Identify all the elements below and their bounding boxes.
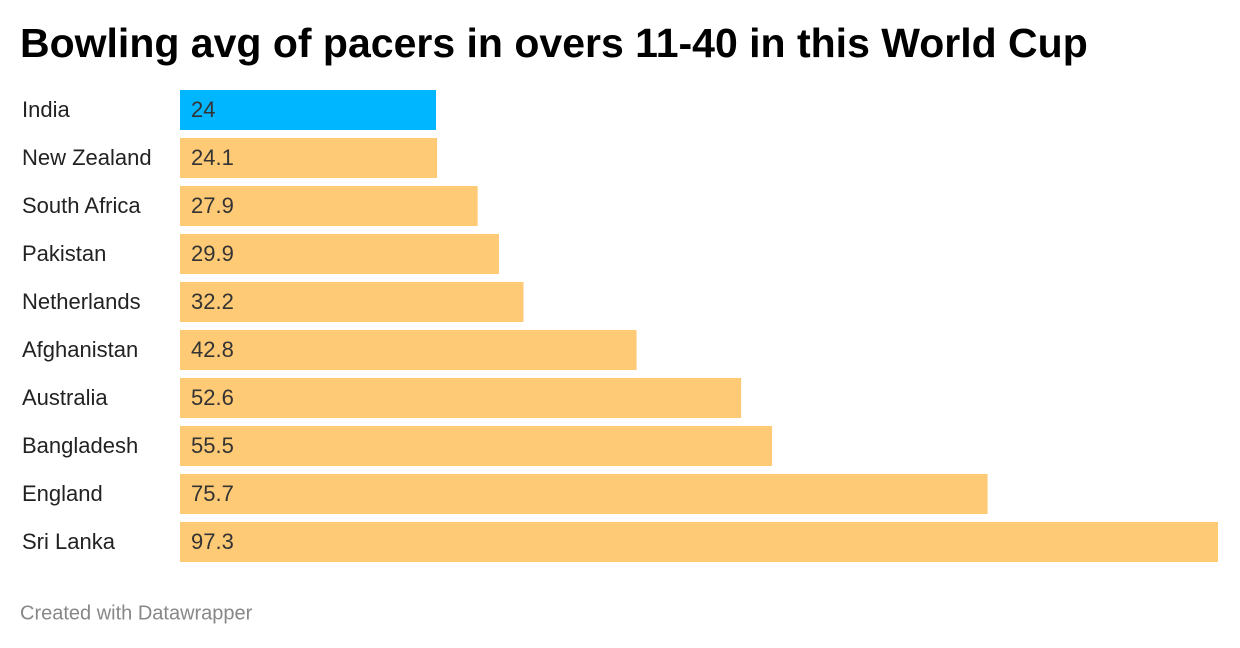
value-label: 32.2 bbox=[191, 289, 234, 314]
category-label: Netherlands bbox=[22, 289, 141, 314]
category-label: England bbox=[22, 481, 103, 506]
value-label: 75.7 bbox=[191, 481, 234, 506]
value-label: 97.3 bbox=[191, 529, 234, 554]
bar bbox=[180, 234, 499, 274]
category-label: India bbox=[22, 97, 70, 122]
category-label: South Africa bbox=[22, 193, 141, 218]
value-label: 24.1 bbox=[191, 145, 234, 170]
value-label: 27.9 bbox=[191, 193, 234, 218]
bar bbox=[180, 330, 637, 370]
value-label: 55.5 bbox=[191, 433, 234, 458]
value-label: 52.6 bbox=[191, 385, 234, 410]
bar bbox=[180, 426, 773, 466]
bar bbox=[180, 474, 988, 514]
category-label: Bangladesh bbox=[22, 433, 138, 458]
chart-title: Bowling avg of pacers in overs 11-40 in … bbox=[20, 20, 1088, 66]
category-label: Sri Lanka bbox=[22, 529, 116, 554]
category-label: Afghanistan bbox=[22, 337, 138, 362]
footer: Created with Datawrapper bbox=[20, 602, 253, 624]
bar bbox=[180, 282, 524, 322]
bar bbox=[180, 522, 1218, 562]
value-label: 24 bbox=[191, 97, 215, 122]
value-label: 29.9 bbox=[191, 241, 234, 266]
value-label: 42.8 bbox=[191, 337, 234, 362]
bar bbox=[180, 90, 437, 130]
bar bbox=[180, 186, 478, 226]
category-label: New Zealand bbox=[22, 145, 152, 170]
category-label: Australia bbox=[22, 385, 108, 410]
bar bbox=[180, 378, 742, 418]
category-label: Pakistan bbox=[22, 241, 106, 266]
bar bbox=[180, 138, 438, 178]
